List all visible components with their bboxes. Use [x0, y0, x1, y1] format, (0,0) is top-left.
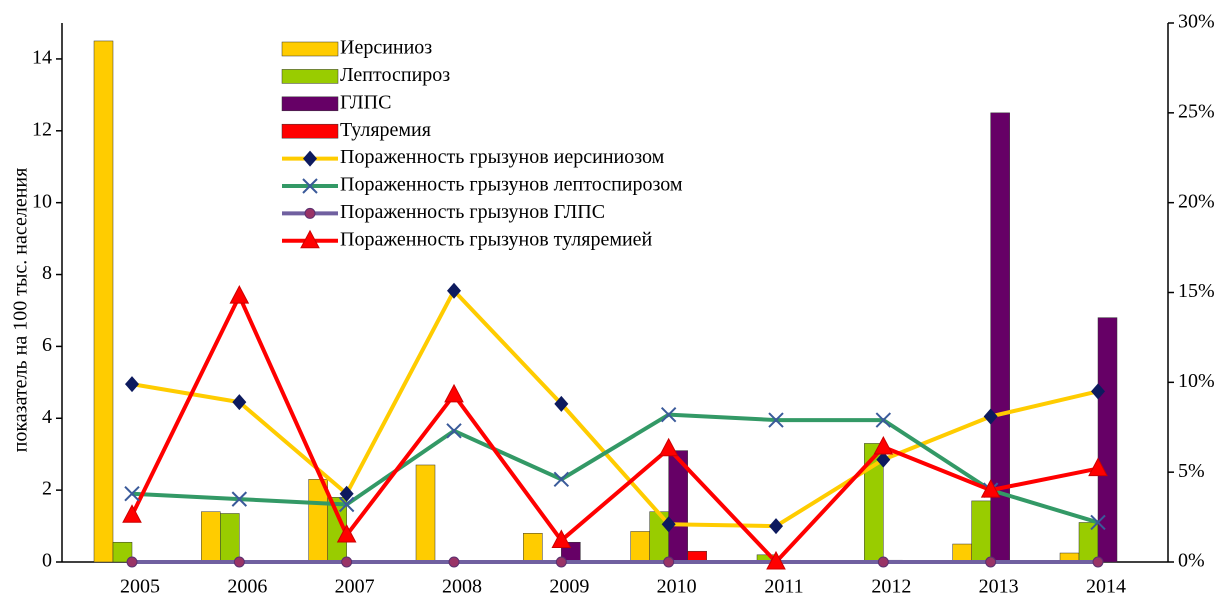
- bar: [220, 513, 240, 563]
- legend-label: Лептоспироз: [340, 64, 450, 86]
- marker: [1090, 514, 1106, 531]
- marker: [338, 496, 355, 513]
- marker: [446, 423, 462, 439]
- marker: [661, 516, 676, 533]
- marker: [125, 376, 139, 393]
- marker: [658, 437, 679, 457]
- x-tick-label: 2013: [979, 576, 1019, 598]
- marker: [126, 556, 138, 568]
- marker: [341, 556, 353, 568]
- marker: [877, 556, 889, 568]
- bar: [415, 464, 436, 563]
- bar: [112, 541, 133, 563]
- legend-swatch: [281, 41, 339, 57]
- marker: [232, 394, 247, 411]
- legend-label: Иерсиниоз: [340, 37, 432, 59]
- x-tick-label: 2011: [764, 576, 803, 598]
- marker: [1091, 383, 1105, 400]
- bar: [952, 543, 972, 563]
- y-tick-label: 8: [42, 262, 52, 284]
- marker: [769, 518, 783, 535]
- marker: [231, 491, 248, 507]
- bar: [93, 40, 114, 563]
- legend-label: Пораженность грызунов иерсиниозом: [340, 146, 665, 168]
- line: [131, 288, 1099, 529]
- y2-tick-label: 20%: [1178, 190, 1215, 212]
- marker: [1092, 556, 1104, 568]
- y-tick-label: 10: [32, 190, 52, 212]
- y2-tick-label: 30%: [1178, 11, 1215, 33]
- marker: [336, 523, 357, 543]
- marker: [985, 556, 997, 568]
- x-tick-label: 2007: [335, 576, 375, 598]
- x-tick-label: 2006: [227, 576, 267, 598]
- y-tick-label: 12: [32, 118, 52, 140]
- marker: [339, 485, 354, 502]
- marker: [553, 471, 570, 488]
- marker: [444, 383, 464, 403]
- marker: [447, 282, 461, 299]
- y2-tick-label: 10%: [1178, 370, 1215, 392]
- marker: [555, 556, 567, 568]
- marker: [660, 406, 677, 423]
- legend-marker: [302, 178, 318, 194]
- y-tick-label: 4: [42, 406, 52, 428]
- marker: [122, 504, 142, 523]
- marker: [983, 408, 998, 425]
- marker: [448, 556, 460, 568]
- x-tick-label: 2005: [120, 576, 160, 598]
- y-axis-label: показатель на 100 тыс. населения: [10, 168, 32, 453]
- marker: [233, 556, 245, 568]
- marker: [873, 435, 894, 455]
- legend-label: Пораженность грызунов лептоспирозом: [340, 174, 683, 196]
- legend-marker: [300, 229, 320, 249]
- bar: [630, 531, 650, 563]
- marker: [229, 285, 250, 304]
- marker: [766, 550, 786, 570]
- legend-swatch: [281, 123, 339, 139]
- bar: [1078, 522, 1099, 563]
- legend-marker: [303, 150, 317, 167]
- x-tick-label: 2009: [549, 576, 589, 598]
- x-tick-label: 2010: [657, 576, 697, 598]
- legend-label: Пораженность грызунов туляремией: [340, 228, 653, 250]
- marker: [876, 451, 891, 468]
- marker: [554, 395, 569, 412]
- marker: [875, 412, 892, 428]
- marker: [663, 556, 675, 568]
- legend-label: ГЛПС: [340, 91, 391, 113]
- x-tick-label: 2012: [871, 576, 911, 598]
- legend-label: Пораженность грызунов ГЛПС: [340, 201, 605, 223]
- y-tick-label: 6: [42, 334, 52, 356]
- bar: [201, 511, 221, 563]
- legend-marker: [304, 207, 316, 219]
- y-tick-label: 14: [32, 47, 52, 69]
- bar: [523, 533, 543, 563]
- bar: [1097, 317, 1118, 563]
- bar: [308, 479, 328, 563]
- line: [131, 412, 1099, 525]
- marker: [980, 479, 1001, 498]
- y2-tick-label: 0%: [1178, 550, 1205, 572]
- marker: [124, 486, 140, 502]
- x-tick-label: 2014: [1086, 576, 1126, 598]
- bar: [971, 500, 991, 563]
- x-tick-label: 2008: [442, 576, 482, 598]
- marker: [768, 412, 784, 428]
- legend-swatch: [281, 96, 339, 112]
- y-tick-label: 0: [42, 550, 52, 572]
- y2-tick-label: 5%: [1178, 460, 1205, 482]
- marker: [551, 529, 572, 548]
- line: [130, 294, 1099, 564]
- legend-label: Туляремия: [340, 119, 431, 141]
- y2-tick-label: 25%: [1178, 100, 1215, 122]
- y2-tick-label: 15%: [1178, 280, 1215, 302]
- marker: [1088, 457, 1108, 477]
- y-tick-label: 2: [42, 478, 52, 500]
- legend-swatch: [281, 69, 339, 84]
